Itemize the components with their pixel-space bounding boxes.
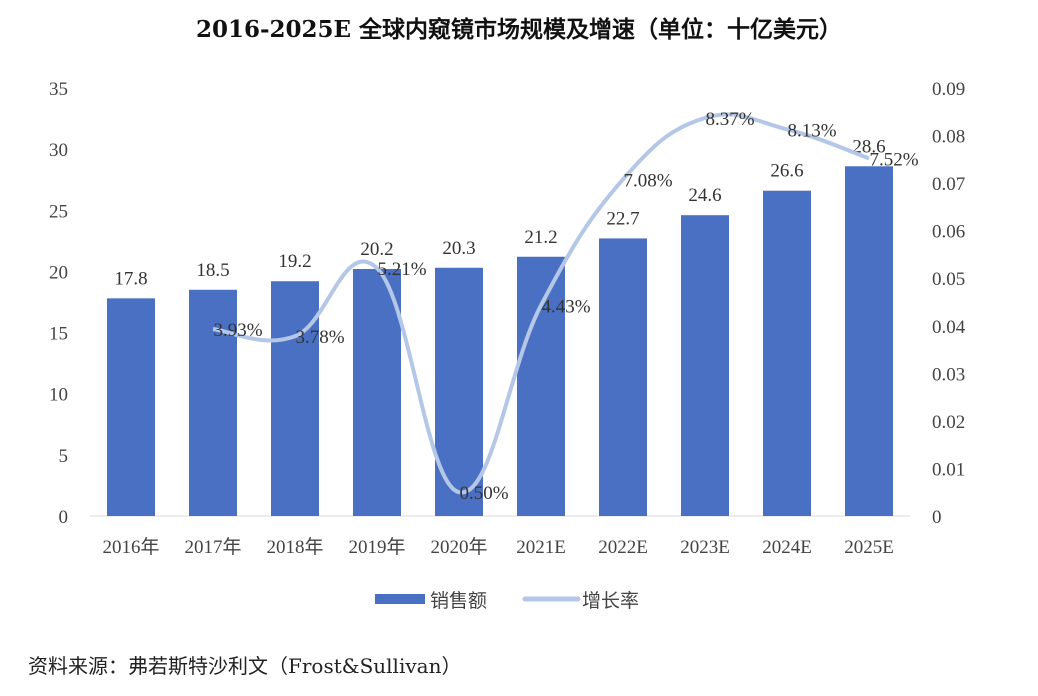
y-left-tick: 10 (49, 385, 68, 406)
bar-label: 19.2 (278, 251, 311, 272)
bar-label: 20.3 (442, 238, 475, 259)
line-label: 8.37% (705, 109, 754, 130)
line-label: 0.50% (459, 483, 508, 504)
line-label: 4.43% (541, 296, 590, 317)
y-left-tick: 5 (59, 446, 69, 467)
y-right-tick: 0.02 (932, 412, 965, 433)
growth-line (212, 112, 870, 495)
bar (681, 215, 729, 517)
x-tick: 2017年 (184, 536, 241, 558)
bar (763, 190, 811, 516)
legend-line-label: 增长率 (582, 590, 639, 612)
y-right-tick: 0.05 (932, 269, 965, 290)
bar-label: 26.6 (770, 161, 803, 182)
y-left-tick: 35 (49, 79, 68, 100)
line-label: 7.08% (623, 170, 672, 191)
x-tick: 2020年 (430, 536, 487, 558)
bar (599, 238, 647, 516)
bar-label: 17.8 (114, 268, 147, 289)
y-left-tick: 30 (49, 140, 68, 161)
y-right-tick: 0.09 (932, 79, 965, 100)
y-right-tick: 0.08 (932, 127, 965, 148)
bar (517, 256, 565, 516)
bar (845, 166, 893, 516)
bar-label: 18.5 (196, 260, 229, 281)
bar-label: 22.7 (606, 208, 639, 229)
x-tick: 2018年 (266, 536, 323, 558)
x-tick: 2024E (762, 537, 812, 558)
bar-label: 21.2 (524, 227, 557, 248)
legend-bar-label: 销售额 (430, 590, 487, 612)
y-left-tick: 25 (49, 201, 68, 222)
y-right-tick: 0 (932, 507, 942, 528)
y-right-tick: 0.04 (932, 317, 966, 338)
y-left-tick: 15 (49, 324, 68, 345)
bar (189, 289, 237, 516)
line-label: 8.13% (787, 120, 836, 141)
x-tick: 2021E (516, 537, 566, 558)
chart-title: 2016-2025E 全球内窥镜市场规模及增速（单位：十亿美元） (195, 16, 843, 43)
bar (353, 268, 401, 516)
bar-label: 20.2 (360, 239, 393, 260)
bar (435, 267, 483, 516)
x-tick: 2025E (844, 537, 894, 558)
source-note: 资料来源：弗若斯特沙利文（Frost&Sullivan） (28, 654, 462, 678)
y-right-tick: 0.03 (932, 364, 965, 385)
line-label: 3.93% (213, 320, 262, 341)
line-label: 7.52% (869, 149, 918, 170)
line-label: 5.21% (377, 259, 426, 280)
y-left-tick: 0 (59, 507, 69, 528)
x-tick: 2019年 (348, 536, 405, 558)
bar (107, 298, 155, 516)
x-tick: 2016年 (102, 536, 159, 558)
line-label: 3.78% (295, 327, 344, 348)
x-tick: 2023E (680, 537, 730, 558)
legend-bar-swatch (375, 594, 425, 604)
bar-label: 24.6 (688, 185, 721, 206)
y-right-tick: 0.06 (932, 222, 965, 243)
x-tick: 2022E (598, 537, 648, 558)
bar-label: 28.6 (852, 136, 885, 157)
y-right-tick: 0.07 (932, 174, 965, 195)
y-right-tick: 0.01 (932, 459, 965, 480)
y-left-tick: 20 (49, 262, 68, 283)
bar (271, 281, 319, 516)
